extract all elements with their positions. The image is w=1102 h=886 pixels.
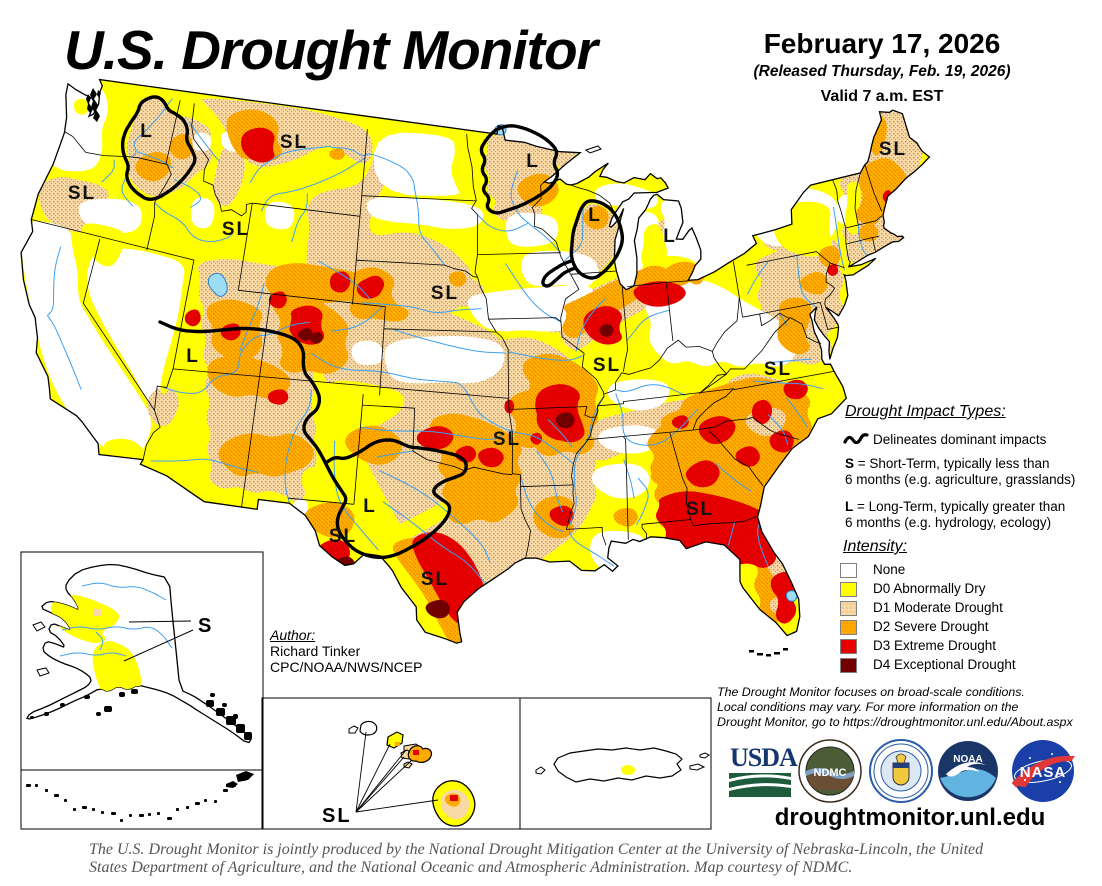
svg-text:SL: SL — [431, 283, 459, 304]
svg-text:NASA: NASA — [1020, 764, 1067, 781]
svg-text:L: L — [186, 346, 200, 367]
svg-text:USDA: USDA — [730, 743, 798, 772]
svg-text:SL: SL — [322, 805, 352, 827]
svg-text:SL: SL — [280, 132, 308, 153]
svg-text:L: L — [526, 151, 540, 172]
svg-text:SL: SL — [686, 499, 714, 520]
svg-text:L: L — [363, 496, 377, 517]
svg-text:L: L — [663, 226, 677, 247]
svg-text:SL: SL — [879, 139, 907, 160]
svg-text:S: S — [198, 615, 211, 637]
svg-text:SL: SL — [222, 219, 250, 240]
svg-text:NOAA: NOAA — [953, 754, 982, 765]
svg-text:L: L — [140, 121, 154, 142]
svg-text:SL: SL — [329, 526, 357, 547]
svg-text:SL: SL — [68, 183, 96, 204]
svg-text:NDMC: NDMC — [814, 767, 847, 779]
svg-text:SL: SL — [593, 355, 621, 376]
svg-text:SL: SL — [764, 359, 792, 380]
svg-text:SL: SL — [421, 569, 449, 590]
svg-text:L: L — [588, 205, 602, 226]
svg-text:SL: SL — [493, 429, 521, 450]
